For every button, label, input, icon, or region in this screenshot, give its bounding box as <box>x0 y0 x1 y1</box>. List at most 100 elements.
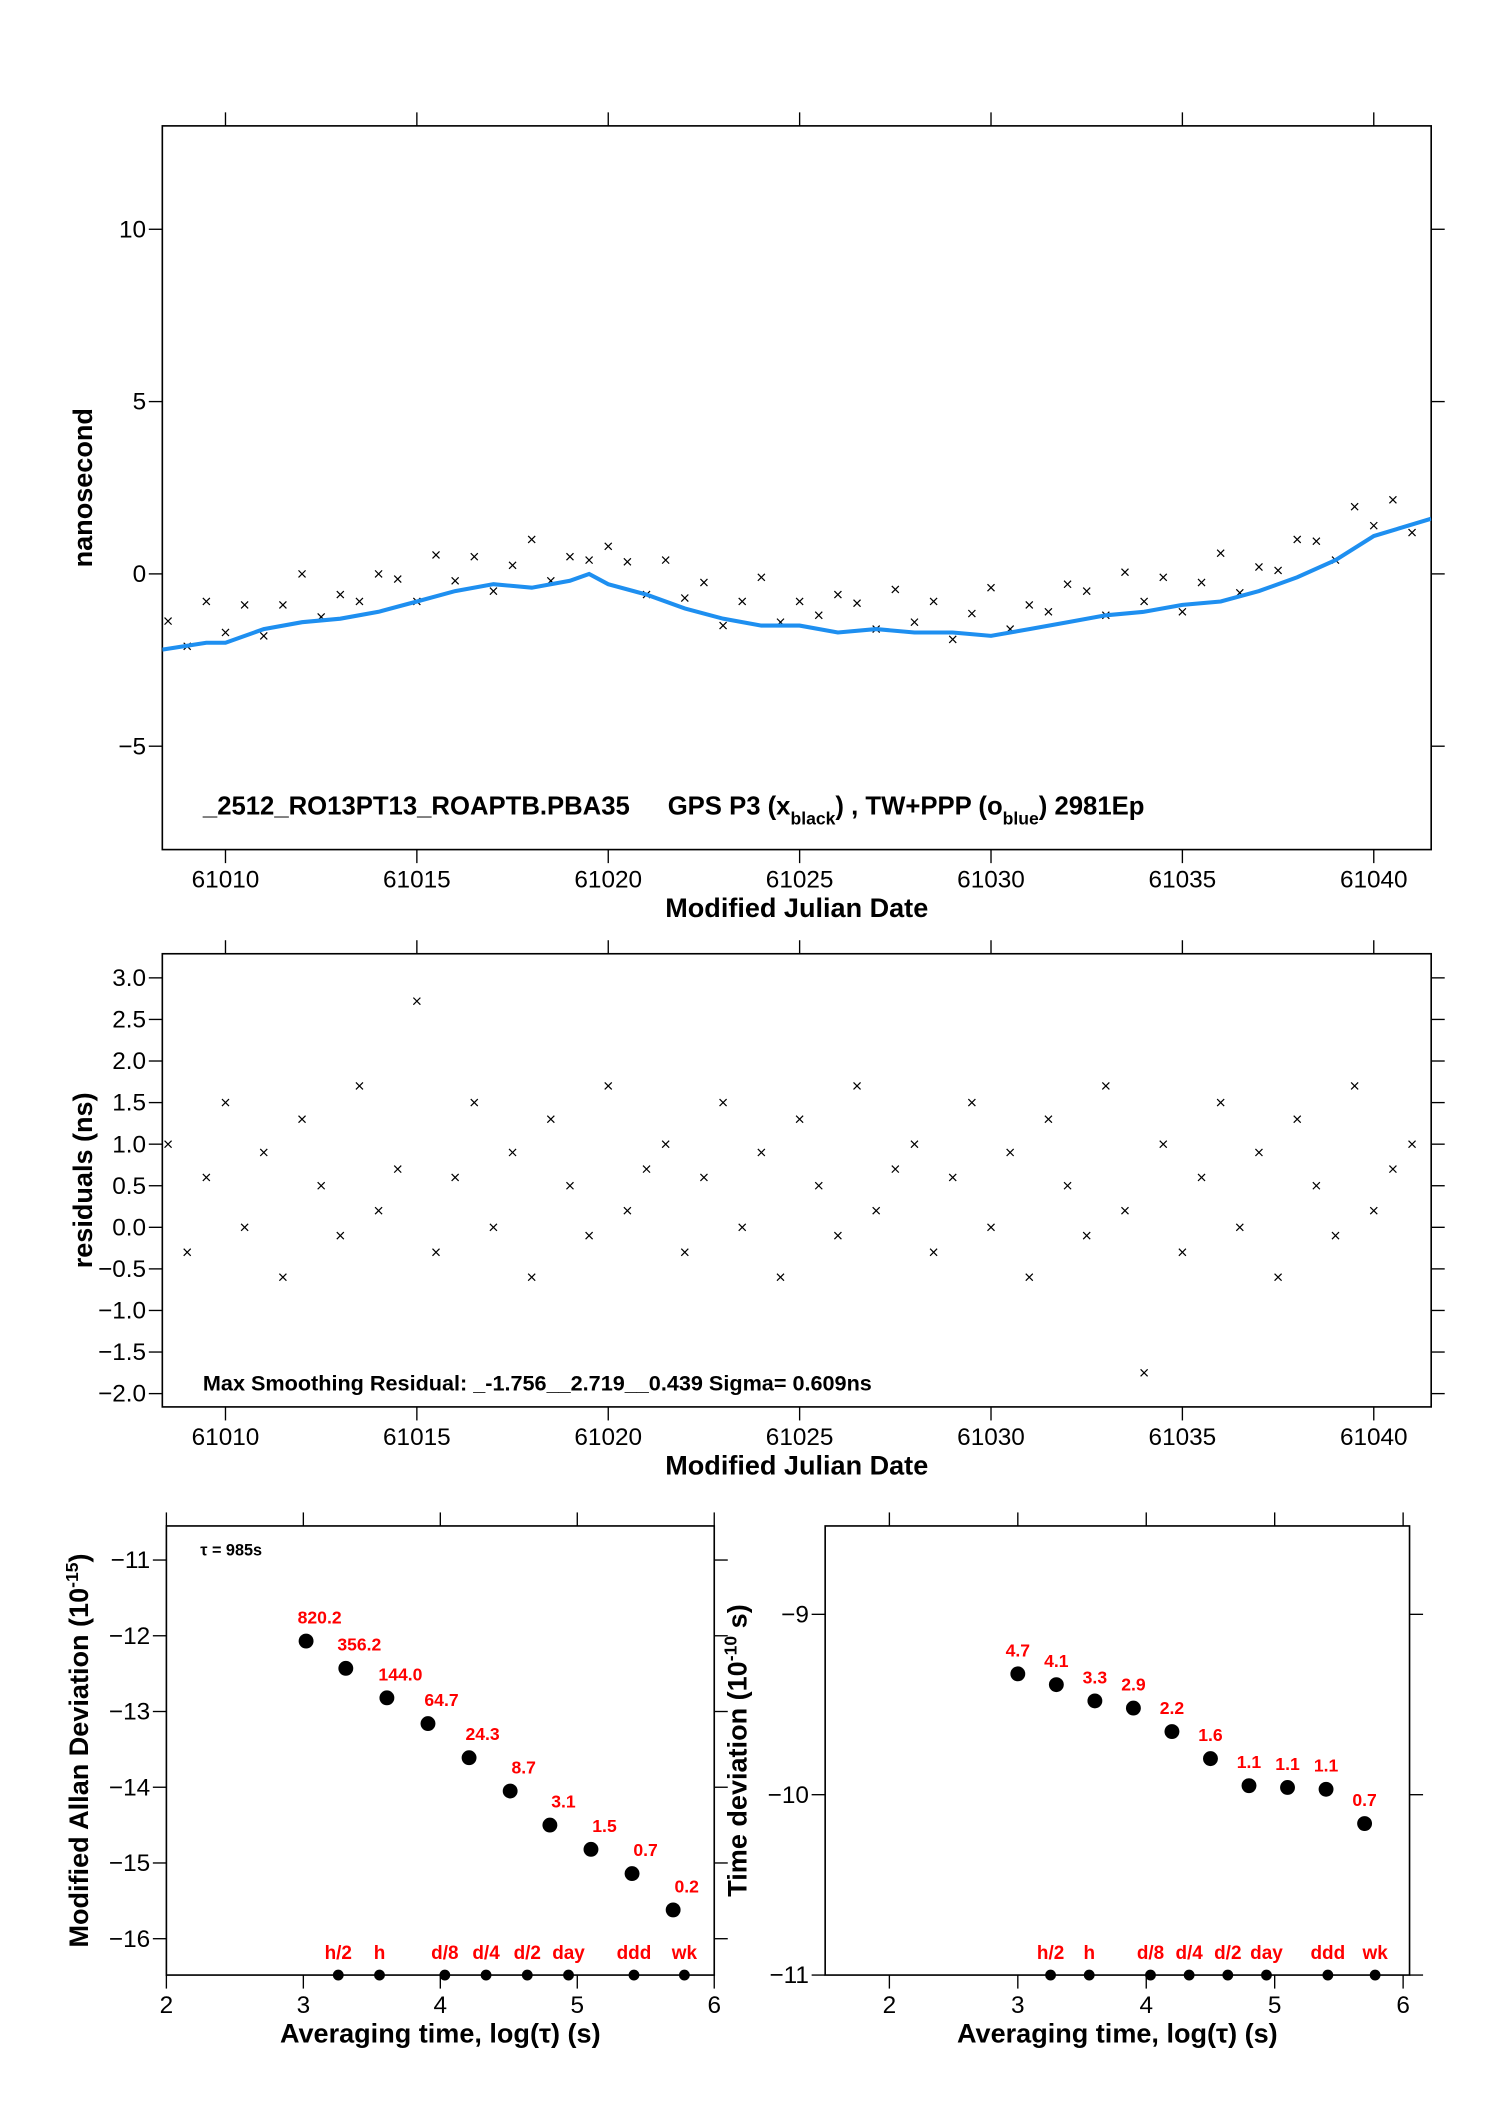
time-marker-label: d/2 <box>514 1943 541 1964</box>
y-axis-label-part: s) <box>723 1604 753 1636</box>
y-axis-label: Modified Allan Deviation (10-15) <box>62 1553 94 1947</box>
data-point <box>355 597 364 606</box>
data-point <box>1125 1700 1141 1716</box>
data-point <box>317 1181 326 1190</box>
point-label: 820.2 <box>298 1607 342 1627</box>
data-point <box>1140 597 1149 606</box>
time-marker <box>374 1969 385 1981</box>
data-point <box>336 590 345 599</box>
data-point <box>1197 1173 1206 1182</box>
y-tick-label: 2.0 <box>112 1048 146 1075</box>
data-point <box>624 1866 640 1882</box>
data-point <box>470 1098 479 1107</box>
time-marker-label: ddd <box>617 1943 652 1964</box>
data-point <box>872 1206 881 1215</box>
data-point <box>527 1273 536 1282</box>
data-point <box>1241 1778 1257 1794</box>
data-point <box>1331 1231 1340 1240</box>
time-marker-label: d/2 <box>1214 1943 1241 1964</box>
data-point <box>757 1148 766 1157</box>
x-tick-label: 4 <box>434 1992 448 2019</box>
data-point <box>833 1231 842 1240</box>
point-label: 4.1 <box>1044 1651 1069 1671</box>
x-axis-label: Averaging time, log(τ) (s) <box>280 2019 601 2049</box>
data-point <box>1350 1082 1359 1090</box>
data-point <box>1216 549 1225 558</box>
x-tick-label: 3 <box>1011 1992 1025 2019</box>
data-point <box>451 576 460 585</box>
plot-area <box>1010 1666 1373 1831</box>
x-tick-label: 4 <box>1139 1992 1153 2019</box>
y-tick-label: 3.0 <box>112 965 146 992</box>
data-point <box>738 597 747 606</box>
data-point <box>1159 573 1168 582</box>
data-point <box>489 587 498 596</box>
time-marker <box>480 1969 492 1981</box>
data-point <box>1350 502 1359 511</box>
data-point <box>1082 587 1091 596</box>
data-point <box>432 550 440 559</box>
data-point <box>1388 1165 1397 1174</box>
point-label: 8.7 <box>511 1757 535 1777</box>
y-tick-label: −5 <box>118 733 146 760</box>
data-point <box>1318 1781 1334 1797</box>
data-point <box>967 1098 976 1107</box>
data-point <box>1063 1181 1072 1190</box>
data-point <box>489 1223 498 1232</box>
data-point <box>240 1223 249 1232</box>
data-point <box>929 597 938 606</box>
data-point <box>336 1231 345 1240</box>
data-point <box>1408 528 1416 537</box>
data-point <box>1048 1677 1064 1693</box>
data-point <box>1312 537 1321 546</box>
y-tick-label: −14 <box>109 1774 150 1801</box>
y-tick-label: −15 <box>109 1850 150 1877</box>
data-point <box>412 997 421 1006</box>
data-point <box>910 618 919 627</box>
data-point <box>379 1690 395 1706</box>
time-marker <box>1083 1969 1095 1981</box>
data-point <box>278 600 287 609</box>
x-tick-label: 5 <box>571 1992 585 2019</box>
data-point <box>910 1140 919 1149</box>
data-point <box>738 1223 747 1232</box>
x-tick-label: 61025 <box>766 866 834 893</box>
data-point <box>566 552 574 561</box>
annotation-part: blue <box>1003 808 1039 828</box>
data-point <box>1025 600 1034 609</box>
data-point <box>757 573 766 582</box>
data-point <box>948 635 957 644</box>
time-marker-label: ddd <box>1311 1943 1346 1964</box>
data-point <box>1280 1780 1295 1795</box>
data-point <box>1369 521 1378 530</box>
y-tick-label: −10 <box>768 1782 809 1809</box>
data-point <box>355 1082 364 1090</box>
time-marker <box>1145 1969 1156 1981</box>
data-point <box>623 1206 632 1215</box>
data-point <box>164 617 173 626</box>
y-tick-label: 10 <box>119 216 146 243</box>
x-tick-label: 2 <box>883 1992 897 2019</box>
x-axis-label: Averaging time, log(τ) (s) <box>957 2019 1278 2049</box>
data-point <box>1178 607 1187 616</box>
annotation-part: GPS P3 (x <box>668 792 791 820</box>
point-label: 0.7 <box>1352 1790 1376 1810</box>
data-point <box>298 1633 314 1649</box>
data-point <box>795 597 804 606</box>
data-point <box>853 599 861 608</box>
point-label: 1.6 <box>1198 1725 1223 1745</box>
point-label: 1.1 <box>1314 1756 1339 1776</box>
y-axis-label: residuals (ns) <box>68 1092 98 1268</box>
data-point <box>853 1082 861 1090</box>
y-tick-label: −11 <box>769 1962 808 1989</box>
y-axis-label-part: -15 <box>62 1562 82 1588</box>
data-point <box>987 1223 995 1232</box>
data-point <box>1025 1273 1034 1282</box>
time-marker-label: h/2 <box>1037 1943 1064 1964</box>
x-tick-label: 3 <box>297 1992 311 2019</box>
data-point <box>833 590 842 599</box>
data-point <box>1274 1273 1283 1282</box>
x-tick-label: 61035 <box>1149 1424 1217 1451</box>
time-marker-label: d/8 <box>431 1943 458 1964</box>
